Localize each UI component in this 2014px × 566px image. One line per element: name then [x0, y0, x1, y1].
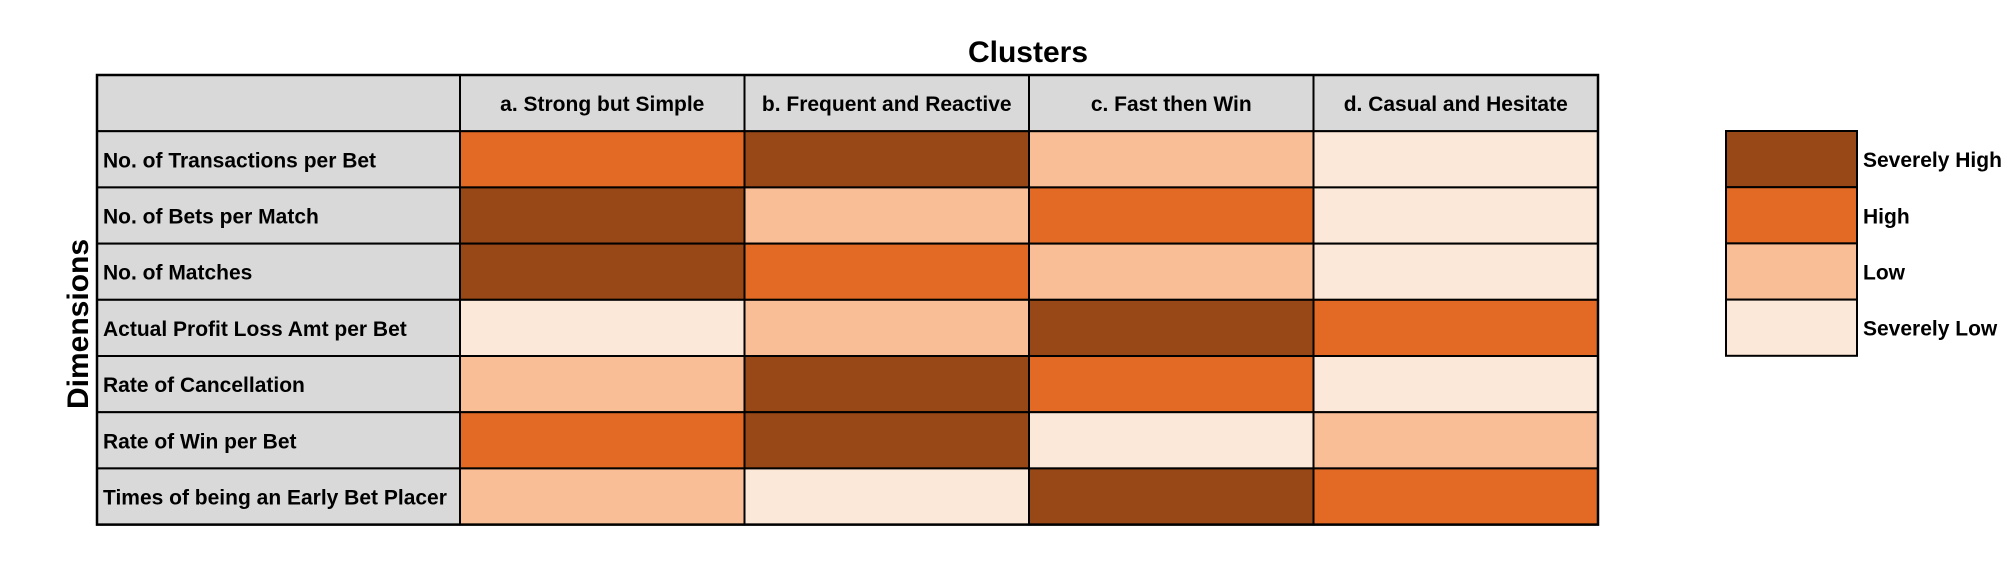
heatmap-cell — [459, 186, 746, 245]
table-border — [95, 73, 1600, 526]
heatmap-cell — [1028, 355, 1315, 414]
heatmap-cell — [1028, 411, 1315, 470]
column-header-cell — [459, 74, 746, 133]
row-header-label: No. of Matches — [103, 262, 252, 285]
legend-label: Severely Low — [1863, 318, 1998, 341]
row-header-label: Times of being an Early Bet Placer — [103, 487, 447, 510]
legend-swatch — [1725, 298, 1858, 357]
heatmap-cell — [743, 130, 1030, 189]
heatmap-cell — [1028, 298, 1315, 357]
column-header-cell — [743, 74, 1030, 133]
heatmap-cell — [1312, 130, 1599, 189]
legend-label: Severely High — [1863, 149, 2002, 172]
heatmap-cell — [1312, 298, 1599, 357]
heatmap-cell — [1028, 467, 1315, 526]
legend-swatch — [1725, 130, 1858, 189]
heatmap-cell — [459, 242, 746, 301]
heatmap-cell — [1312, 467, 1599, 526]
heatmap-cell — [1312, 186, 1599, 245]
column-header-label: d. Casual and Hesitate — [1344, 93, 1568, 116]
row-header-label: No. of Bets per Match — [103, 206, 319, 229]
header-corner-cell — [96, 74, 461, 133]
heatmap-cell — [743, 467, 1030, 526]
heatmap-cell — [743, 186, 1030, 245]
row-header-label: No. of Transactions per Bet — [103, 149, 376, 172]
heatmap-cell — [459, 130, 746, 189]
legend-swatch — [1725, 242, 1858, 301]
heatmap-cell — [1312, 242, 1599, 301]
column-header-label: b. Frequent and Reactive — [762, 93, 1012, 116]
heatmap-cell — [459, 411, 746, 470]
row-header-label: Rate of Win per Bet — [103, 430, 297, 453]
legend: Severely High High Low Severely Low — [1725, 130, 2002, 357]
heatmap-cell — [459, 467, 746, 526]
row-header-label: Actual Profit Loss Amt per Bet — [103, 318, 407, 341]
y-axis-label: Dimensions — [62, 239, 95, 409]
heatmap-cell — [1312, 355, 1599, 414]
row-header-cell — [96, 411, 461, 470]
column-header-label: c. Fast then Win — [1091, 93, 1252, 116]
heatmap-grid: a. Strong but Simple b. Frequent and Reac… — [95, 73, 1600, 526]
legend-label: Low — [1863, 262, 1906, 285]
heatmap-cell — [1028, 242, 1315, 301]
heatmap-cell — [1312, 411, 1599, 470]
column-header-label: a. Strong but Simple — [500, 93, 704, 116]
heatmap-cell — [459, 298, 746, 357]
legend-label: High — [1863, 205, 1910, 228]
heatmap-cell — [743, 298, 1030, 357]
heatmap-cell — [459, 355, 746, 414]
row-header-label: Rate of Cancellation — [103, 374, 305, 397]
heatmap-cell — [743, 242, 1030, 301]
heatmap-cell — [743, 411, 1030, 470]
heatmap-cell — [1028, 186, 1315, 245]
chart-title: Clusters — [968, 36, 1088, 69]
heatmap-cell — [1028, 130, 1315, 189]
heatmap-cell — [743, 355, 1030, 414]
legend-swatch — [1725, 186, 1858, 245]
